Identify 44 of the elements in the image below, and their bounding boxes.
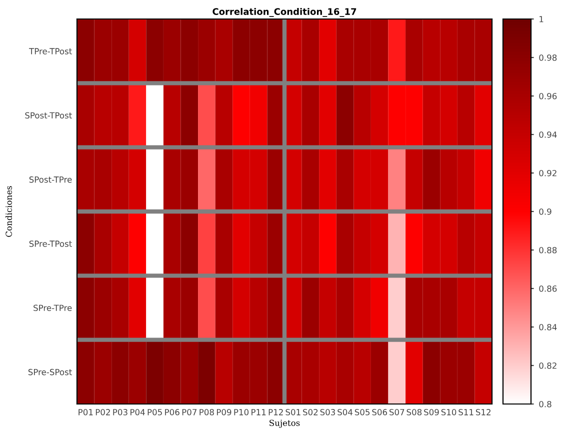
x-tick-label: P01 (78, 409, 93, 416)
x-tick-label: P02 (96, 409, 110, 416)
x-tick-label: P12 (268, 409, 283, 416)
x-tick-label: S03 (320, 409, 336, 416)
y-tick-label: SPost-TPre (29, 176, 72, 183)
x-tick-label: S06 (372, 409, 388, 416)
x-tick-label: P07 (182, 409, 196, 416)
y-tick-label: SPre-TPre (34, 304, 72, 312)
y-tick-label: SPre-TPost (29, 240, 72, 247)
x-axis-title: Sujetos (270, 420, 300, 428)
x-tick-label: P08 (200, 409, 214, 416)
x-tick-label: P09 (216, 409, 232, 416)
color-bar-label: 0.98 (539, 54, 557, 61)
x-tick-label: S09 (424, 409, 439, 416)
color-bar-label: 0.84 (539, 324, 557, 330)
y-tick-label: TPre-TPost (29, 48, 72, 54)
color-bar-label: 0.92 (539, 170, 556, 176)
x-tick-label: S10 (441, 409, 456, 416)
color-bar-label: 0.86 (539, 285, 557, 292)
color-bar-label: 0.9 (539, 208, 552, 215)
x-tick-label: P04 (130, 409, 145, 416)
color-bar-label: 0.88 (539, 246, 557, 254)
color-bar-label: 0.94 (539, 131, 557, 138)
x-tick-label: S07 (390, 409, 404, 416)
color-bar-label: 1 (540, 16, 544, 22)
color-bar-label: 0.8 (539, 400, 552, 408)
y-axis-title: Condiciones (5, 186, 12, 237)
x-tick-label: P05 (148, 409, 162, 416)
x-tick-label: S04 (338, 409, 352, 416)
x-tick-label: P06 (165, 409, 180, 416)
x-tick-label: P11 (252, 409, 266, 416)
x-tick-label: P03 (113, 409, 128, 416)
color-bar-label: 0.96 (539, 92, 557, 100)
chart-title: Correlation_Condition_16_17 (212, 8, 356, 17)
x-tick-label: S08 (406, 409, 422, 416)
x-tick-label: S11 (458, 409, 474, 416)
x-tick-label: P10 (234, 409, 249, 416)
x-tick-label: S02 (303, 409, 318, 416)
y-tick-label: SPre-SPost (28, 368, 72, 376)
color-bar-label: 0.82 (539, 362, 556, 369)
x-tick-label: S05 (354, 409, 370, 416)
x-tick-label: S12 (476, 409, 490, 416)
x-tick-label: S01 (286, 409, 300, 416)
y-tick-label: SPost-TPost (25, 112, 72, 119)
